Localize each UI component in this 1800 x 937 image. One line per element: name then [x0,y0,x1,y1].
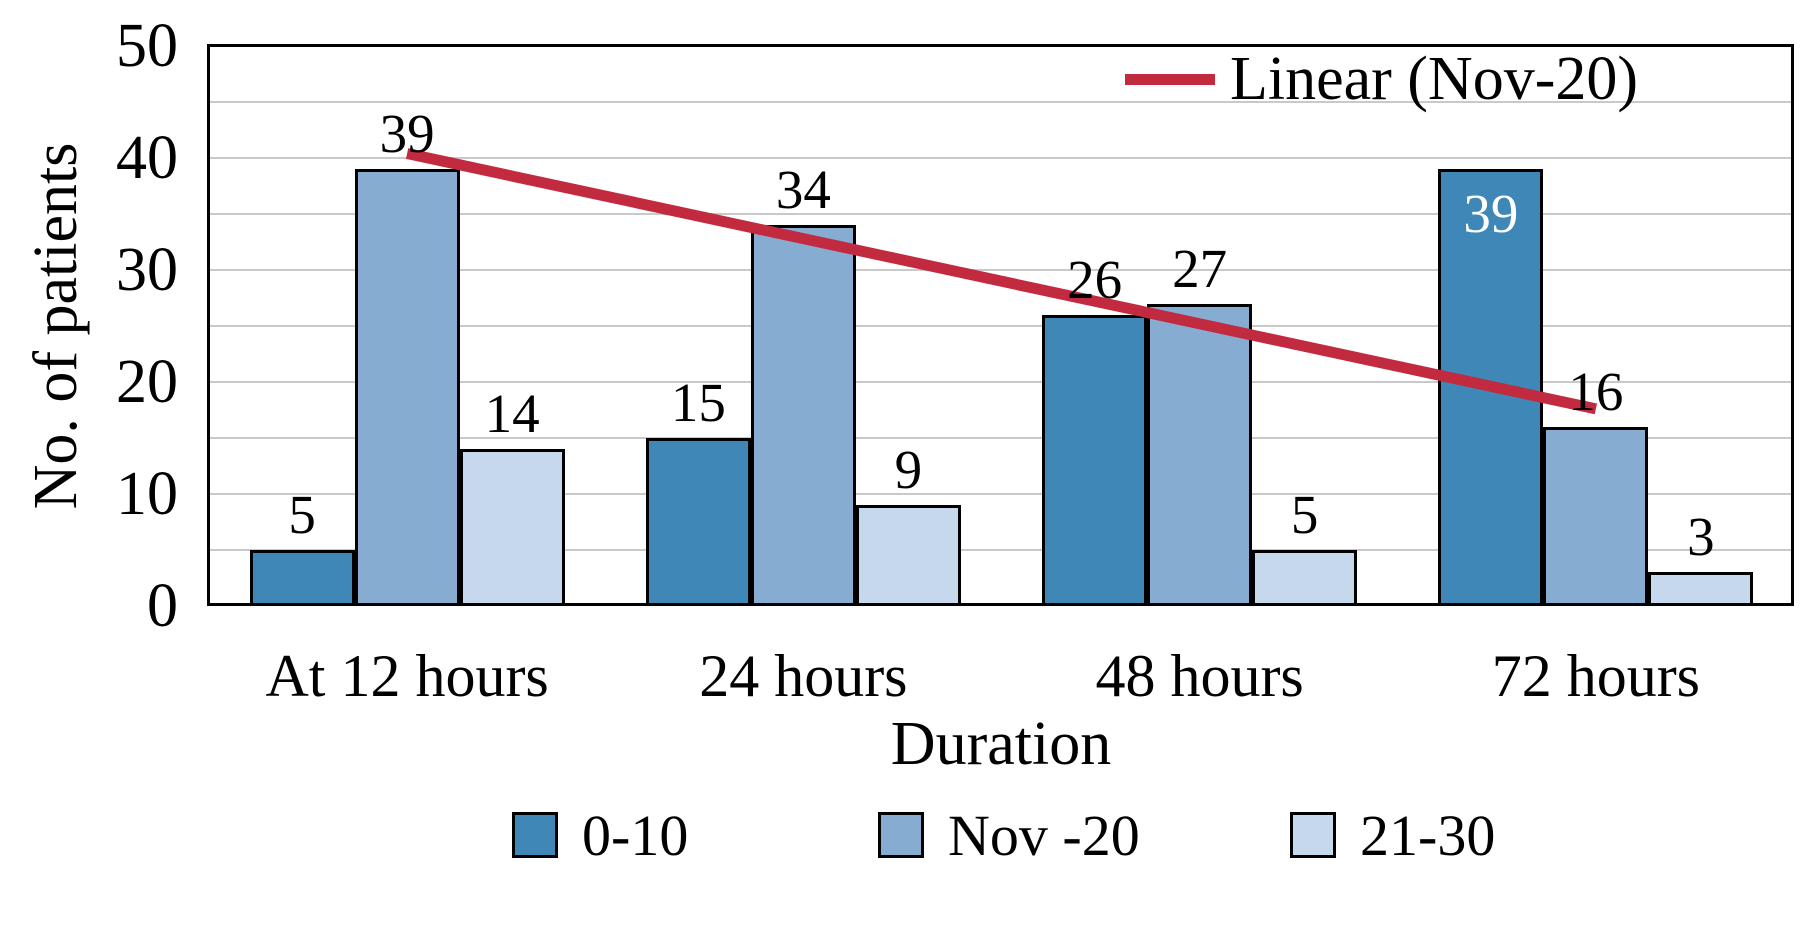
bar-value-label: 16 [1568,360,1624,422]
y-axis-tick-label: 10 [116,460,178,528]
bar-value-label: 39 [379,103,435,165]
x-axis-category-label: 48 hours [1095,643,1304,709]
gridline [209,493,1794,495]
x-axis-title: Duration [890,710,1112,778]
trendline-legend-line-swatch [1125,74,1215,85]
y-axis-tick-label: 50 [116,12,178,80]
trendline-legend-label: Linear (Nov-20) [1230,45,1638,113]
bar-Nov -20 [1543,426,1649,606]
gridline [209,101,1794,103]
bar-0-10 [645,438,751,606]
bar-value-label: 9 [894,439,923,501]
bar-value-label: 15 [670,372,726,433]
x-axis-category-label: At 12 hours [265,643,549,709]
plot-area-border [207,44,1794,606]
gridline [209,549,1794,551]
y-axis-tick-label: 30 [116,236,178,304]
bar-21-30 [1648,572,1754,606]
bar-Nov -20 [1147,303,1253,606]
bar-value-label: 39 [1463,183,1519,245]
gridline [209,437,1794,439]
x-axis-category-label: 72 hours [1491,643,1701,709]
x-axis-category-label: 24 hours [699,643,908,709]
bar-21-30 [1252,550,1358,606]
bar-21-30 [855,505,961,606]
bar-0-10 [1042,314,1148,606]
y-axis-title: No. of patients [22,142,90,510]
bar-value-label: 34 [775,159,831,221]
bar-value-label: 27 [1172,237,1228,299]
bar-value-label: 5 [288,484,316,545]
bar-0-10 [249,550,355,606]
bar-value-label: 5 [1290,484,1319,545]
y-axis-tick-label: 0 [147,572,178,640]
y-axis-tick-label: 40 [116,124,178,192]
bar-value-label: 14 [484,383,540,445]
bar-21-30 [459,449,565,606]
bar-value-label: 3 [1687,506,1715,568]
y-axis-tick-label: 20 [116,348,178,416]
